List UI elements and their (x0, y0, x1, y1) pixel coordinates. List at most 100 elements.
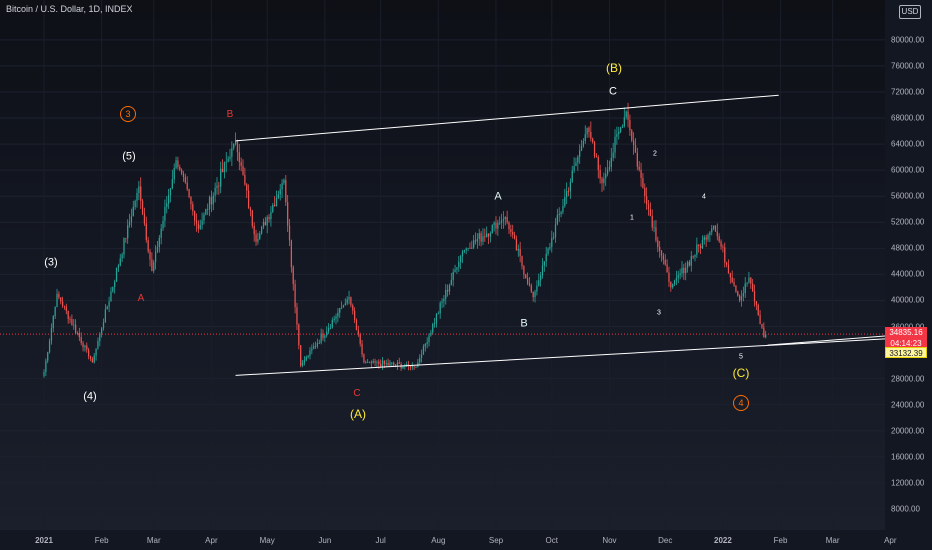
candle-body (179, 167, 181, 170)
candle-body (344, 303, 346, 306)
price-tick-label: 56000.00 (891, 191, 925, 201)
candle-body (71, 319, 73, 326)
candle-body (398, 362, 400, 364)
candle-body (597, 157, 599, 170)
candle-body (567, 191, 570, 192)
candle-body (238, 152, 240, 163)
candle-body (424, 343, 426, 347)
candle-body (443, 298, 445, 302)
candle-body (549, 246, 551, 249)
candle-body (694, 254, 696, 257)
candle-body (112, 286, 114, 292)
time-axis[interactable]: 2021 Feb Mar Apr May Jun Jul Aug Sep Oct Nov Dec 202… (0, 530, 896, 550)
candle-body (259, 233, 261, 239)
candle-body (411, 366, 413, 368)
wave-label-red-b: B (226, 109, 234, 120)
candle-body (461, 251, 464, 257)
candle-body (333, 318, 335, 321)
candle-body (489, 233, 492, 237)
candle-body (664, 259, 666, 265)
candle-body (266, 217, 268, 226)
candle-body (545, 253, 547, 262)
candle-body (675, 277, 678, 281)
candle-body (657, 240, 659, 248)
candle-body (322, 333, 324, 338)
candle-body (359, 334, 361, 344)
candle-body (311, 348, 313, 351)
candle-body (60, 297, 62, 302)
candle-body (727, 264, 730, 274)
candle-body (326, 331, 328, 336)
candle-body (370, 361, 372, 363)
candle-body (130, 216, 133, 222)
candle-body (519, 249, 521, 257)
candle-body (158, 237, 160, 248)
time-tick-label: May (259, 536, 275, 545)
candle-body (76, 332, 79, 334)
candle-body (184, 177, 186, 183)
candle-body (588, 127, 590, 132)
price-axis[interactable]: 80000.00 76000.00 72000.00 68000.00 64000.00… (885, 0, 932, 530)
chart-area[interactable]: Bitcoin / U.S. Dollar, 1D, INDEX (3) (4)… (0, 0, 885, 530)
trendline-1 (235, 338, 885, 376)
candle-body (631, 130, 633, 141)
candle-body (491, 225, 493, 234)
candle-body (380, 364, 382, 367)
candle-body (151, 259, 153, 272)
candle-body (121, 254, 123, 259)
candle-body (673, 280, 676, 285)
candle-body (153, 262, 155, 272)
candle-body (450, 279, 452, 286)
candle-body (154, 251, 157, 263)
candle-body (467, 247, 469, 249)
bar-countdown-badge: 04:14:23 (885, 338, 927, 349)
candle-body (175, 160, 177, 168)
candle-body (463, 250, 465, 252)
candle-body (471, 247, 473, 249)
candle-body (679, 273, 681, 276)
price-tick-label: 8000.00 (891, 504, 920, 514)
price-tick-label: 36000.00 (891, 322, 924, 331)
candle-body (376, 361, 378, 363)
candle-body (99, 333, 101, 342)
candle-body (357, 330, 359, 335)
candle-body (454, 269, 456, 272)
candles (43, 102, 767, 378)
candle-body (619, 127, 622, 132)
candle-body (512, 232, 514, 235)
candle-body (705, 237, 707, 240)
candle-body (692, 256, 694, 258)
candle-body (420, 354, 423, 359)
candle-body (108, 301, 110, 307)
wave-label-3-paren: (3) (44, 256, 58, 269)
candle-body (515, 238, 518, 251)
candle-body (389, 362, 391, 366)
candle-body (88, 349, 90, 357)
candle-body (54, 306, 56, 317)
candle-body (320, 333, 322, 343)
currency-selector[interactable]: USD (899, 5, 921, 19)
candle-body (562, 206, 564, 212)
symbol-title[interactable]: Bitcoin / U.S. Dollar, 1D, INDEX (6, 4, 133, 14)
time-tick-label: Nov (602, 536, 617, 545)
candle-body (508, 222, 510, 230)
candle-body (566, 191, 568, 198)
candle-body (755, 301, 758, 305)
candle-body (190, 196, 192, 205)
candle-body (288, 225, 291, 241)
candle-body (724, 247, 726, 263)
candle-body (435, 313, 438, 324)
candle-body (763, 327, 765, 338)
candle-body (486, 233, 488, 238)
candle-body (283, 179, 285, 184)
candle-body (140, 186, 142, 201)
price-chart[interactable] (0, 0, 885, 530)
candle-body (530, 285, 532, 292)
candle-body (318, 342, 320, 344)
candle-body (86, 345, 88, 350)
candle-body (497, 222, 499, 229)
candle-body (525, 274, 527, 279)
candle-body (285, 179, 287, 203)
candle-body (171, 179, 173, 189)
candle-body (156, 247, 159, 252)
